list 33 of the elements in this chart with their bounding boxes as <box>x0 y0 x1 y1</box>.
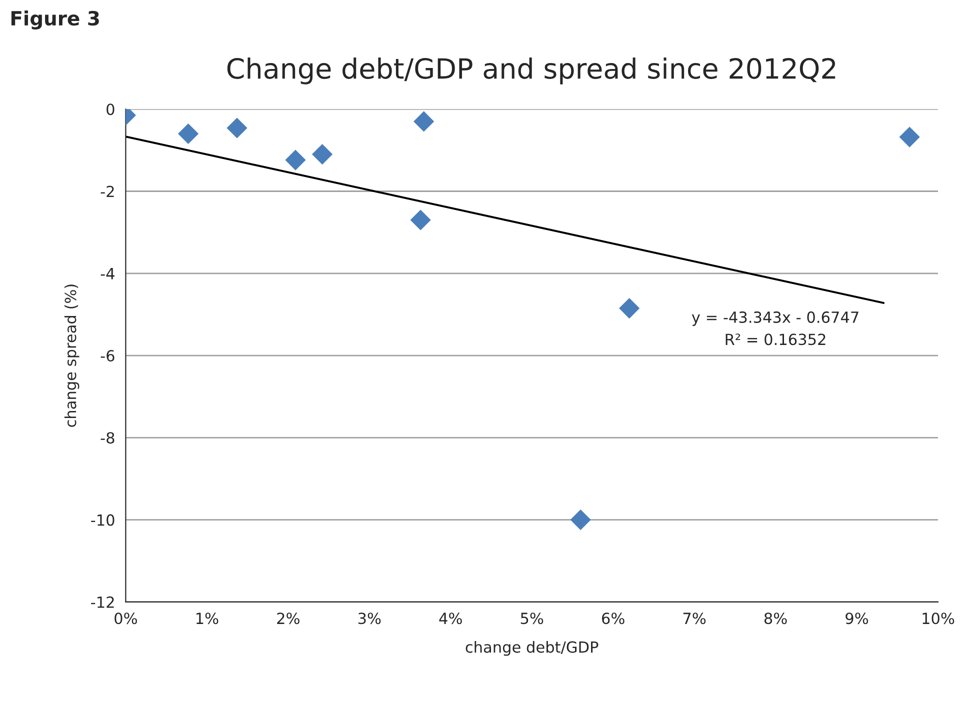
point <box>178 123 199 144</box>
x-tick-label: 0% <box>114 612 137 624</box>
x-tick-label: 4% <box>439 612 462 624</box>
y-tick-label: -4 <box>100 268 114 280</box>
y-tick-label: -8 <box>100 432 114 444</box>
annotation: R² = 0.16352 <box>726 334 826 346</box>
point <box>226 118 248 138</box>
y-axis-title: change spread (%) <box>64 284 80 427</box>
chart-title: Change debt/GDP and spread since 2012Q2 <box>227 57 836 84</box>
x-tick-label: 7% <box>683 612 706 624</box>
x-tick-label: 8% <box>764 612 787 624</box>
y-tick-label: -6 <box>100 350 114 362</box>
point <box>899 126 920 148</box>
x-tick-label: 3% <box>358 612 381 624</box>
point <box>312 144 333 165</box>
x-tick-label: 2% <box>277 612 300 624</box>
x-axis-title: change debt/GDP <box>466 641 598 656</box>
x-tick-label: 6% <box>602 612 624 624</box>
y-tick-label: 0 <box>106 104 114 116</box>
point <box>570 509 591 530</box>
y-tick-label: -2 <box>100 186 114 198</box>
x-tick-label: 5% <box>520 612 544 624</box>
x-tick-label: 10% <box>922 612 954 624</box>
x-tick-label: 1% <box>196 612 218 624</box>
point <box>285 150 306 170</box>
y-tick-label: -12 <box>91 596 114 608</box>
point <box>414 111 434 132</box>
annotation: y = -43.343x - 0.6747 <box>692 311 858 326</box>
point <box>410 210 431 230</box>
x-tick-label: 9% <box>846 612 868 624</box>
y-tick-label: -10 <box>91 514 114 526</box>
point <box>619 298 640 319</box>
caption: Figure 3 <box>11 10 99 30</box>
